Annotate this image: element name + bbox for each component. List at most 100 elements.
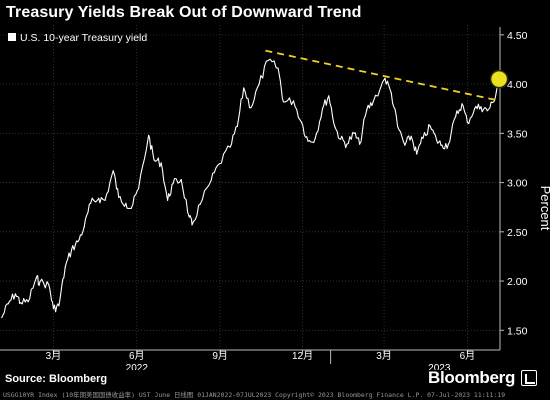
data-point bbox=[20, 302, 22, 304]
data-point bbox=[250, 107, 252, 109]
data-point bbox=[397, 125, 399, 127]
data-point bbox=[98, 197, 100, 199]
data-point bbox=[334, 126, 336, 128]
data-point bbox=[35, 277, 37, 279]
data-point bbox=[301, 121, 303, 124]
data-point bbox=[160, 162, 162, 164]
data-point bbox=[14, 293, 16, 295]
x-tick-label: 3月 bbox=[376, 350, 392, 362]
chart-area: 1.50 2.00 2.50 3.00 3.50 4.00 4.50 3月 6月 9月 12月 3月… bbox=[0, 25, 550, 374]
data-point bbox=[258, 83, 260, 85]
data-point bbox=[314, 137, 316, 139]
y-tick-label: 3.00 bbox=[507, 178, 528, 190]
data-point bbox=[172, 183, 174, 185]
data-point bbox=[486, 110, 488, 112]
data-point bbox=[148, 134, 150, 136]
data-point bbox=[466, 121, 468, 124]
data-point bbox=[138, 187, 140, 190]
x-tick-label: 6月 bbox=[129, 350, 145, 362]
breakout-highlight-marker bbox=[489, 69, 509, 89]
source-note: Source: Bloomberg bbox=[5, 373, 108, 385]
data-point bbox=[346, 143, 348, 145]
line-chart: 1.50 2.00 2.50 3.00 3.50 4.00 4.50 3月 6月 9月 12月 3月… bbox=[0, 25, 550, 374]
data-point bbox=[71, 248, 73, 251]
data-point bbox=[474, 108, 476, 110]
year-label: 2022 bbox=[126, 363, 149, 370]
trendline bbox=[265, 49, 501, 102]
data-point bbox=[58, 305, 60, 307]
x-tick-label: 12月 bbox=[292, 350, 313, 362]
data-point bbox=[7, 303, 9, 305]
data-point bbox=[461, 103, 463, 105]
data-point bbox=[493, 101, 495, 103]
y-tick-label: 4.50 bbox=[507, 30, 528, 42]
data-point bbox=[353, 132, 355, 134]
data-point bbox=[90, 202, 92, 204]
legend-swatch bbox=[8, 33, 16, 41]
y-axis-ticks: 1.50 2.00 2.50 3.00 3.50 4.00 4.50 bbox=[500, 30, 528, 337]
data-point bbox=[441, 144, 443, 146]
data-point bbox=[39, 281, 41, 283]
data-point bbox=[180, 179, 182, 181]
axes bbox=[0, 27, 501, 351]
data-point bbox=[1, 316, 3, 319]
data-point bbox=[447, 143, 449, 145]
chart-title: Treasury Yields Break Out of Downward Tr… bbox=[6, 4, 362, 21]
bloomberg-logo: Bloomberg bbox=[428, 368, 538, 388]
series-layer bbox=[1, 58, 500, 319]
x-tick-label: 6月 bbox=[460, 350, 476, 362]
data-point bbox=[307, 140, 309, 142]
data-point bbox=[410, 135, 412, 137]
data-point bbox=[480, 106, 482, 108]
data-point bbox=[167, 199, 169, 201]
data-point bbox=[422, 137, 424, 139]
data-point bbox=[340, 138, 342, 140]
data-point bbox=[455, 116, 457, 118]
y-tick-label: 3.50 bbox=[507, 128, 528, 140]
data-point bbox=[130, 207, 132, 209]
legend-label: U.S. 10-year Treasury yield bbox=[20, 32, 147, 44]
y-tick-label: 2.00 bbox=[507, 276, 528, 288]
data-point bbox=[27, 301, 29, 303]
data-point bbox=[243, 87, 245, 89]
data-point bbox=[372, 101, 374, 103]
data-point bbox=[112, 170, 114, 172]
data-point bbox=[366, 109, 368, 111]
data-point bbox=[199, 203, 201, 205]
data-point bbox=[416, 153, 418, 155]
data-point bbox=[282, 101, 285, 103]
y-axis-label: Percent bbox=[538, 186, 550, 231]
annotation-layer bbox=[265, 49, 509, 102]
data-point bbox=[48, 284, 50, 286]
gridlines bbox=[0, 25, 500, 350]
data-point bbox=[83, 226, 85, 228]
x-tick-label: 9月 bbox=[212, 350, 228, 362]
year-label: 2023 bbox=[428, 363, 451, 370]
y-tick-label: 2.50 bbox=[507, 227, 528, 239]
data-point bbox=[218, 163, 220, 165]
series-line-0 bbox=[1, 58, 500, 318]
data-point bbox=[210, 180, 212, 182]
data-point bbox=[267, 59, 269, 62]
data-point bbox=[64, 266, 66, 268]
data-point bbox=[429, 125, 431, 127]
data-point bbox=[404, 144, 406, 146]
data-point bbox=[328, 95, 330, 97]
data-point bbox=[104, 199, 106, 201]
data-point bbox=[77, 241, 79, 243]
data-point bbox=[292, 100, 295, 102]
data-point bbox=[229, 146, 231, 148]
data-point bbox=[118, 196, 120, 198]
x-tick-label: 3月 bbox=[46, 350, 62, 362]
data-point bbox=[359, 143, 361, 145]
data-point bbox=[153, 159, 155, 161]
data-point bbox=[321, 108, 324, 110]
data-point bbox=[236, 125, 238, 127]
data-point bbox=[188, 216, 190, 218]
data-point bbox=[125, 202, 127, 204]
data-point bbox=[277, 67, 279, 69]
data-point bbox=[390, 92, 392, 94]
data-point bbox=[52, 308, 55, 310]
data-point bbox=[436, 139, 438, 141]
